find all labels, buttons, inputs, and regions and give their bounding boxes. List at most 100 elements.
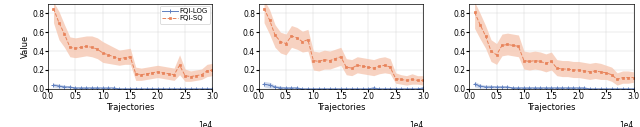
FQI-LOG [276,87,284,89]
FQI-LOG [104,87,112,89]
X-axis label: Trajectories: Trajectories [527,103,575,112]
FQI-SQ [487,50,495,52]
FQI-SQ [337,56,345,58]
FQI-SQ [266,19,273,21]
FQI-LOG [392,88,399,90]
FQI-LOG [121,88,129,90]
FQI-LOG [493,86,500,88]
FQI-SQ [515,46,522,47]
Line: FQI-SQ: FQI-SQ [474,11,635,81]
FQI-LOG [348,88,356,90]
FQI-SQ [192,75,200,76]
FQI-SQ [403,80,410,81]
FQI-LOG [419,87,427,89]
Line: FQI-LOG: FQI-LOG [262,82,425,91]
FQI-LOG [260,83,268,85]
FQI-SQ [392,78,399,79]
FQI-LOG [403,88,410,90]
Text: 1e4: 1e4 [198,121,212,127]
FQI-LOG [381,88,388,90]
FQI-SQ [260,8,268,9]
FQI-SQ [553,67,561,69]
FQI-SQ [542,63,550,64]
FQI-LOG [77,87,84,89]
FQI-LOG [547,87,555,89]
FQI-LOG [504,86,511,88]
FQI-LOG [198,88,205,90]
FQI-LOG [619,88,627,90]
FQI-SQ [164,73,172,75]
FQI-SQ [613,79,621,80]
FQI-LOG [520,87,528,89]
Y-axis label: Value: Value [20,35,29,58]
FQI-SQ [359,65,367,67]
FQI-LOG [471,83,479,85]
FQI-SQ [121,57,129,58]
FQI-LOG [482,86,490,88]
FQI-LOG [542,87,550,89]
FQI-LOG [127,88,134,90]
FQI-SQ [332,58,339,59]
FQI-SQ [110,56,118,58]
FQI-LOG [99,87,107,89]
FQI-LOG [321,88,328,90]
FQI-LOG [176,88,184,90]
FQI-SQ [299,41,307,42]
FQI-LOG [287,87,295,89]
FQI-LOG [326,88,333,90]
FQI-LOG [591,88,599,90]
FQI-LOG [536,87,544,89]
FQI-SQ [66,46,74,48]
FQI-LOG [342,88,350,90]
FQI-LOG [602,88,610,90]
FQI-SQ [203,70,211,72]
FQI-LOG [586,88,593,90]
Line: FQI-LOG: FQI-LOG [52,83,214,91]
FQI-SQ [83,46,90,47]
X-axis label: Trajectories: Trajectories [317,103,365,112]
FQI-LOG [413,88,421,90]
Line: FQI-LOG: FQI-LOG [473,82,636,91]
FQI-LOG [476,85,484,87]
FQI-LOG [55,85,63,87]
FQI-LOG [61,86,68,88]
FQI-LOG [608,88,616,90]
FQI-SQ [482,35,490,37]
FQI-SQ [597,71,605,73]
FQI-SQ [387,66,394,68]
FQI-LOG [375,88,383,90]
FQI-LOG [624,88,632,90]
FQI-SQ [504,44,511,45]
FQI-SQ [198,74,205,75]
FQI-SQ [293,37,301,39]
FQI-LOG [282,87,290,89]
FQI-SQ [326,60,333,61]
FQI-LOG [613,88,621,90]
FQI-LOG [498,86,506,88]
FQI-LOG [553,87,561,89]
FQI-SQ [77,46,84,48]
FQI-SQ [419,80,427,81]
FQI-SQ [148,72,156,74]
FQI-SQ [602,72,610,74]
FQI-LOG [337,88,345,90]
FQI-LOG [72,87,79,89]
FQI-LOG [370,87,378,89]
FQI-LOG [575,87,582,89]
FQI-LOG [271,86,279,88]
FQI-SQ [342,66,350,68]
FQI-LOG [50,84,58,86]
FQI-LOG [110,87,118,89]
FQI-LOG [143,88,150,90]
Line: FQI-SQ: FQI-SQ [263,7,424,82]
FQI-SQ [138,74,145,75]
FQI-SQ [397,79,405,80]
FQI-SQ [509,45,517,46]
FQI-SQ [176,65,184,66]
FQI-LOG [315,88,323,90]
FQI-SQ [271,34,279,36]
FQI-LOG [132,88,140,90]
FQI-LOG [187,88,195,90]
Legend: FQI-LOG, FQI-SQ: FQI-LOG, FQI-SQ [160,6,211,24]
Line: FQI-SQ: FQI-SQ [52,7,214,78]
